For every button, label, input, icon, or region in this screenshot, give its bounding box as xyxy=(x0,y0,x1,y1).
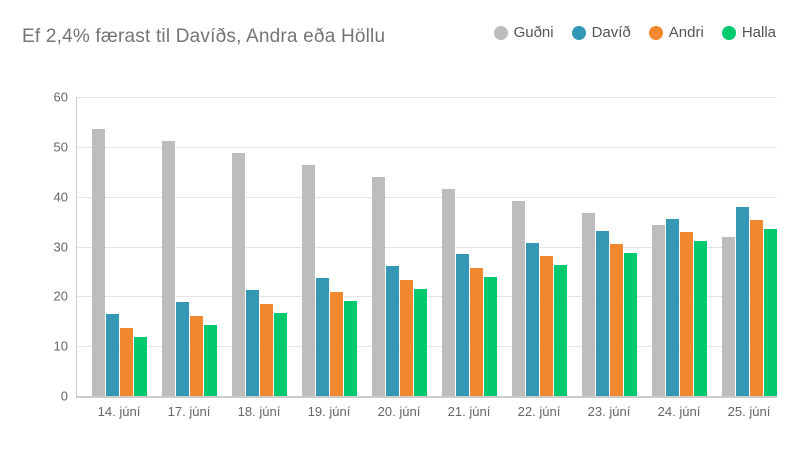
bar-guðni-6[interactable] xyxy=(442,188,455,396)
bar-guðni-1[interactable] xyxy=(92,128,105,396)
bar-halla-3[interactable] xyxy=(274,312,287,396)
bar-guðni-7[interactable] xyxy=(512,200,525,396)
bar-andri-2[interactable] xyxy=(190,315,203,396)
legend-swatch-andri xyxy=(648,25,663,40)
x-tick-label-3: 18. júní xyxy=(237,404,281,419)
bar-andri-9[interactable] xyxy=(680,232,693,396)
legend-item-andri[interactable]: Andri xyxy=(648,24,704,41)
x-tick-label-7: 22. júní xyxy=(517,404,561,419)
bar-davíð-3[interactable] xyxy=(246,290,259,396)
bar-group-23 xyxy=(567,97,637,396)
bar-davíð-2[interactable] xyxy=(176,302,189,396)
y-tick-label-10: 10 xyxy=(53,338,68,354)
bar-andri-8[interactable] xyxy=(610,244,623,396)
legend: Guðni Davíð Andri Halla xyxy=(493,24,776,41)
y-axis: 0 10 20 30 40 50 60 xyxy=(0,90,68,404)
bar-davíð-8[interactable] xyxy=(596,230,609,396)
bar-group-25 xyxy=(707,97,777,396)
bar-davíð-6[interactable] xyxy=(456,254,469,396)
bar-davíð-5[interactable] xyxy=(386,266,399,396)
x-tick-label-5: 20. júní xyxy=(377,404,421,419)
bar-halla-2[interactable] xyxy=(204,324,217,396)
bar-andri-3[interactable] xyxy=(260,303,273,396)
x-tick-label-1: 14. júní xyxy=(97,404,141,419)
legend-label-andri: Andri xyxy=(668,24,704,41)
bar-andri-6[interactable] xyxy=(470,267,483,396)
bar-halla-9[interactable] xyxy=(694,241,707,396)
x-tick-label-9: 24. júní xyxy=(657,404,701,419)
bar-halla-1[interactable] xyxy=(134,336,147,396)
x-tick-label-6: 21. júní xyxy=(447,404,491,419)
bar-andri-4[interactable] xyxy=(330,291,343,396)
bar-davíð-1[interactable] xyxy=(106,314,119,396)
bar-andri-7[interactable] xyxy=(540,255,553,396)
bar-davíð-7[interactable] xyxy=(526,242,539,396)
gridline-10 xyxy=(77,346,777,348)
gridline-20 xyxy=(77,296,777,298)
gridline-50 xyxy=(77,146,777,148)
bar-halla-10[interactable] xyxy=(764,229,777,396)
bar-halla-6[interactable] xyxy=(484,276,497,396)
y-tick-label-40: 40 xyxy=(53,189,68,205)
bar-halla-8[interactable] xyxy=(624,252,637,396)
x-tick-label-10: 25. júní xyxy=(727,404,771,419)
legend-item-halla[interactable]: Halla xyxy=(721,24,776,41)
plot-area xyxy=(76,97,777,398)
bar-guðni-9[interactable] xyxy=(652,224,665,396)
bar-group-17 xyxy=(147,97,217,396)
bar-group-20 xyxy=(357,97,427,396)
legend-swatch-gudni xyxy=(493,25,508,40)
bar-group-18 xyxy=(217,97,287,396)
bar-davíð-4[interactable] xyxy=(316,278,329,396)
bar-guðni-5[interactable] xyxy=(372,176,385,396)
bar-halla-4[interactable] xyxy=(344,300,357,396)
bar-davíð-10[interactable] xyxy=(736,206,749,396)
y-tick-label-30: 30 xyxy=(53,239,68,254)
x-tick-label-2: 17. júní xyxy=(167,404,211,419)
bar-group-14 xyxy=(77,97,147,396)
bar-andri-1[interactable] xyxy=(120,327,133,396)
x-axis: 14. júní 17. júní 18. júní 19. júní 20. júní… xyxy=(76,404,776,424)
legend-swatch-david xyxy=(571,25,586,40)
legend-swatch-halla xyxy=(721,25,736,40)
bar-group-19 xyxy=(287,97,357,396)
gridline-30 xyxy=(77,246,777,248)
bar-guðni-4[interactable] xyxy=(302,164,315,396)
bar-guðni-3[interactable] xyxy=(232,152,245,396)
y-tick-label-0: 0 xyxy=(60,388,68,404)
y-tick-label-60: 60 xyxy=(53,89,68,105)
bar-group-24 xyxy=(637,97,707,396)
legend-label-gudni: Guðni xyxy=(513,24,554,41)
gridline-40 xyxy=(77,196,777,198)
legend-item-david[interactable]: Davíð xyxy=(571,24,631,41)
y-tick-label-20: 20 xyxy=(53,288,68,304)
legend-label-halla: Halla xyxy=(741,24,776,41)
legend-label-david: Davíð xyxy=(591,24,631,41)
x-tick-label-8: 23. júní xyxy=(587,404,631,419)
bar-group-21 xyxy=(427,97,497,396)
bar-group-22 xyxy=(497,97,567,396)
gridline-60 xyxy=(77,97,777,98)
bar-davíð-9[interactable] xyxy=(666,218,679,396)
bar-guðni-10[interactable] xyxy=(722,236,735,396)
bar-andri-5[interactable] xyxy=(400,279,413,396)
chart-title: Ef 2,4% færast til Davíðs, Andra eða Höl… xyxy=(22,26,386,47)
bar-halla-5[interactable] xyxy=(414,288,427,396)
x-tick-label-4: 19. júní xyxy=(307,404,351,419)
legend-item-gudni[interactable]: Guðni xyxy=(493,24,554,41)
bar-guðni-2[interactable] xyxy=(162,140,175,396)
bar-halla-7[interactable] xyxy=(554,264,567,396)
y-tick-label-50: 50 xyxy=(53,139,68,155)
bar-andri-10[interactable] xyxy=(750,220,763,396)
bar-guðni-8[interactable] xyxy=(582,212,595,396)
